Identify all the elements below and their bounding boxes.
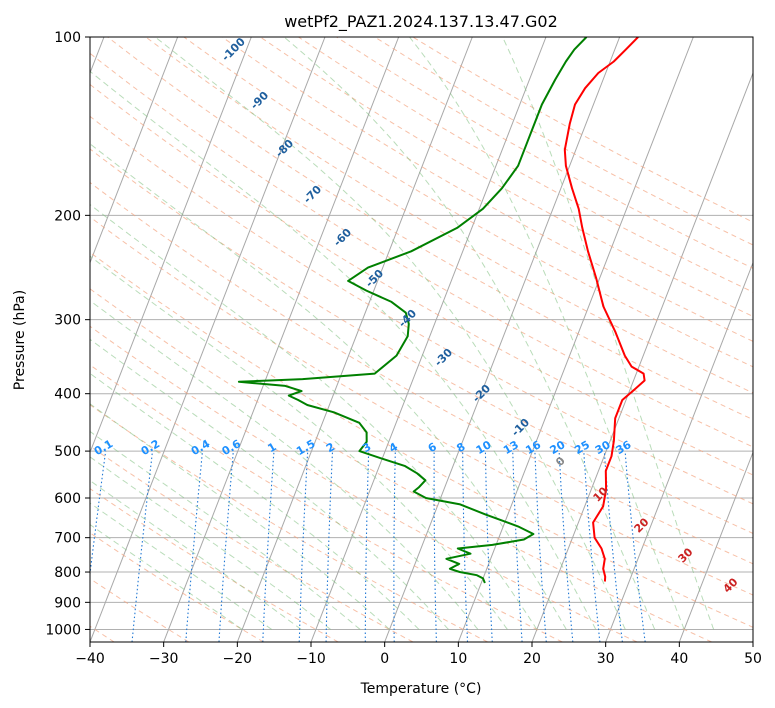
chart-title: wetPf2_PAZ1.2024.137.13.47.G02 xyxy=(284,12,558,32)
x-tick-label: −20 xyxy=(223,651,253,667)
x-tick-label: 40 xyxy=(670,651,688,667)
y-tick-label: 100 xyxy=(54,30,81,46)
x-tick-label: 50 xyxy=(744,651,762,667)
y-tick-label: 200 xyxy=(54,208,81,224)
y-tick-label: 800 xyxy=(54,565,81,581)
x-tick-label: −10 xyxy=(296,651,326,667)
y-tick-label: 300 xyxy=(54,313,81,329)
x-tick-label: 30 xyxy=(597,651,615,667)
y-tick-label: 400 xyxy=(54,387,81,403)
x-tick-label: −30 xyxy=(149,651,179,667)
y-tick-label: 700 xyxy=(54,531,81,547)
y-tick-label: 600 xyxy=(54,491,81,507)
y-axis-title: Pressure (hPa) xyxy=(12,290,28,390)
y-tick-label: 900 xyxy=(54,595,81,611)
y-tick-label: 500 xyxy=(54,444,81,460)
x-tick-label: 10 xyxy=(449,651,467,667)
x-tick-label: −40 xyxy=(75,651,105,667)
y-tick-label: 1000 xyxy=(45,622,81,638)
x-axis-title: Temperature (°C) xyxy=(360,681,482,697)
x-tick-label: 20 xyxy=(523,651,541,667)
x-tick-label: 0 xyxy=(380,651,389,667)
